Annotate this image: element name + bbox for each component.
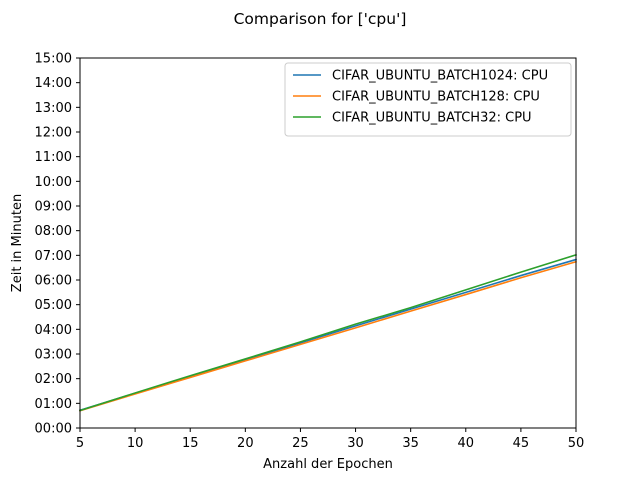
x-tick-label: 35 [402, 436, 419, 451]
y-tick-label: 13:00 [35, 101, 72, 116]
legend-box [284, 62, 572, 137]
series-line-3 [78, 253, 578, 412]
y-tick-label: 06:00 [35, 274, 72, 289]
y-tick-label: 03:00 [35, 348, 72, 363]
x-tick-label: 5 [76, 436, 84, 451]
x-tick-label: 15 [182, 436, 199, 451]
y-tick-label: 09:00 [35, 200, 72, 215]
y-axis-label: Zeit in Minuten [10, 194, 25, 292]
y-tick-label: 07:00 [35, 249, 72, 264]
legend-label-1: CIFAR_UBUNTU_BATCH1024: CPU [332, 69, 548, 84]
series-layer [78, 253, 578, 412]
plot-area-frame [79, 57, 577, 429]
y-tick-label: 15:00 [35, 52, 72, 67]
y-tick-label: 05:00 [35, 298, 72, 313]
x-tick-label: 45 [513, 436, 530, 451]
legend: CIFAR_UBUNTU_BATCH1024: CPU CIFAR_UBUNTU_… [284, 62, 572, 137]
x-tick-label: 10 [127, 436, 144, 451]
y-tick-label: 00:00 [35, 422, 72, 437]
y-tick-label: 12:00 [35, 126, 72, 141]
x-tick-label: 20 [237, 436, 254, 451]
x-tick-label: 25 [292, 436, 309, 451]
y-tick-label: 11:00 [35, 150, 72, 165]
y-tick-label: 02:00 [35, 372, 72, 387]
y-tick-label: 10:00 [35, 175, 72, 190]
y-tick-label: 01:00 [35, 397, 72, 412]
x-tick-label: 40 [458, 436, 475, 451]
x-axis-ticks: 5 10 15 20 25 30 35 40 45 50 [76, 428, 584, 451]
legend-label-3: CIFAR_UBUNTU_BATCH32: CPU [332, 111, 532, 126]
legend-label-2: CIFAR_UBUNTU_BATCH128: CPU [332, 90, 540, 105]
x-tick-label: 50 [568, 436, 585, 451]
series-line-2 [79, 260, 577, 412]
x-tick-label: 30 [347, 436, 364, 451]
y-tick-label: 04:00 [35, 323, 72, 338]
y-axis-ticks: 00:00 01:00 02:00 03:00 04:00 05:00 06:00 07:00… [35, 52, 80, 437]
chart-title: Comparison for ['cpu'] [234, 10, 407, 28]
y-tick-label: 08:00 [35, 224, 72, 239]
y-tick-label: 14:00 [35, 76, 72, 91]
x-axis-label: Anzahl der Epochen [263, 457, 393, 472]
